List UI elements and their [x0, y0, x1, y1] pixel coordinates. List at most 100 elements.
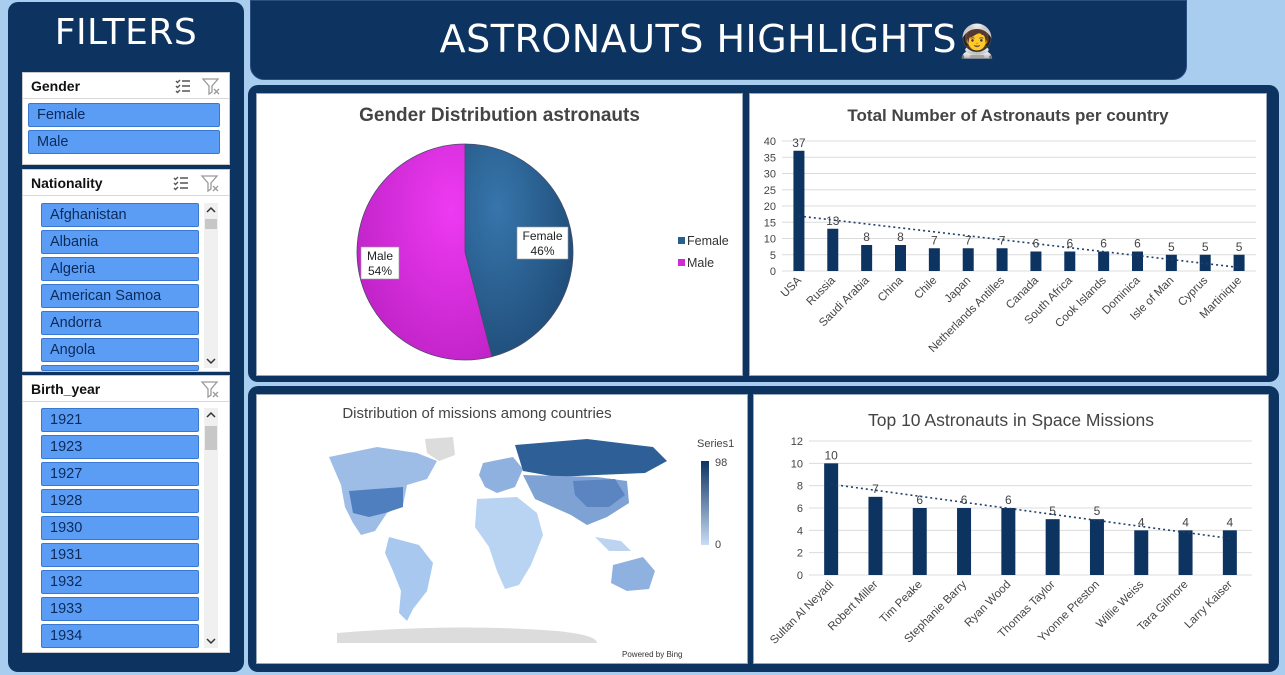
y-tick-label: 8: [797, 481, 803, 493]
chart-title: Top 10 Astronauts in Space Missions: [868, 410, 1154, 430]
x-tick-label: USA: [779, 274, 804, 299]
nationality-item[interactable]: Algeria: [41, 257, 199, 281]
scroll-up-icon[interactable]: [204, 203, 218, 217]
bar[interactable]: [912, 508, 927, 575]
missions-map-card: Distribution of missions among countries…: [256, 394, 748, 664]
data-label: 6: [1066, 237, 1073, 251]
map-legend-min: 0: [715, 539, 721, 551]
bar[interactable]: [1045, 519, 1060, 575]
bar[interactable]: [1165, 254, 1177, 271]
gender-item-male[interactable]: Male: [28, 130, 220, 154]
bar[interactable]: [1030, 251, 1042, 272]
birth-year-scrollbar[interactable]: [204, 408, 218, 648]
nationality-item[interactable]: Albania: [41, 230, 199, 254]
scroll-thumb[interactable]: [205, 426, 217, 450]
y-tick-label: 30: [764, 169, 776, 181]
pie-label-male: Male 54%: [360, 246, 400, 280]
nationality-item[interactable]: Afghanistan: [41, 203, 199, 227]
scroll-thumb[interactable]: [205, 219, 217, 229]
bar[interactable]: [1001, 508, 1016, 575]
birth-year-item[interactable]: 1934: [41, 624, 199, 648]
bar[interactable]: [1089, 519, 1104, 575]
bar[interactable]: [1064, 251, 1076, 272]
nationality-item-partial[interactable]: [41, 365, 199, 371]
data-label: 10: [824, 448, 838, 462]
data-label: 5: [1202, 240, 1209, 254]
chart-title: Total Number of Astronauts per country: [847, 106, 1169, 125]
birth-year-item[interactable]: 1931: [41, 543, 199, 567]
map-south-america: [385, 537, 433, 621]
gender-slicer: Gender Female Male: [22, 72, 230, 165]
data-label: 6: [1134, 237, 1141, 251]
birth-year-item[interactable]: 1933: [41, 597, 199, 621]
bar[interactable]: [1199, 254, 1211, 271]
clear-filter-icon[interactable]: [201, 76, 221, 96]
bar[interactable]: [1178, 530, 1193, 575]
scroll-up-icon[interactable]: [204, 408, 218, 422]
clear-filter-icon[interactable]: [200, 379, 220, 399]
bar[interactable]: [827, 228, 839, 271]
gender-item-female[interactable]: Female: [28, 103, 220, 127]
astronaut-icon: 🧑‍🚀: [956, 22, 998, 60]
birth-year-item[interactable]: 1932: [41, 570, 199, 594]
y-tick-label: 12: [791, 436, 803, 448]
page-title: ASTRONAUTS HIGHLIGHTS🧑‍🚀: [251, 17, 1186, 61]
data-label: 7: [872, 482, 879, 496]
bar[interactable]: [962, 248, 974, 271]
bar[interactable]: [1098, 251, 1110, 272]
bar[interactable]: [928, 248, 940, 271]
nationality-scrollbar[interactable]: [204, 203, 218, 368]
nationality-item[interactable]: American Samoa: [41, 284, 199, 308]
data-label: 7: [965, 233, 972, 247]
birth-year-item[interactable]: 1928: [41, 489, 199, 513]
bar[interactable]: [957, 508, 972, 575]
nationality-item[interactable]: Angola: [41, 338, 199, 362]
clear-filter-icon[interactable]: [200, 173, 220, 193]
map-china: [573, 479, 625, 507]
chart-title: Gender Distribution astronauts: [359, 105, 640, 126]
map-credit: Powered by Bing: [622, 650, 682, 659]
scroll-down-icon[interactable]: [204, 634, 218, 648]
map-legend-bar: [701, 461, 709, 545]
multi-select-icon[interactable]: [171, 173, 191, 193]
bar[interactable]: [868, 496, 883, 575]
birth-year-item[interactable]: 1930: [41, 516, 199, 540]
x-tick-label: Japan: [943, 275, 974, 306]
y-tick-label: 0: [797, 570, 803, 582]
x-tick-label: Chile: [912, 275, 939, 302]
data-label: 4: [1138, 515, 1145, 529]
bar[interactable]: [996, 248, 1008, 271]
pie-label-female-name: Female: [522, 229, 562, 243]
page-title-text: ASTRONAUTS HIGHLIGHTS: [439, 17, 957, 61]
birth-year-item[interactable]: 1923: [41, 435, 199, 459]
chart-title: Distribution of missions among countries: [342, 405, 612, 422]
pie-label-male-value: 54%: [368, 264, 392, 278]
data-label: 5: [1168, 240, 1175, 254]
pie-legend: Female Male: [678, 234, 729, 270]
bar[interactable]: [824, 463, 839, 575]
map-greenland: [425, 437, 455, 461]
bar[interactable]: [861, 245, 873, 271]
scroll-down-icon[interactable]: [204, 354, 218, 368]
birth-year-item[interactable]: 1921: [41, 408, 199, 432]
data-label: 4: [1182, 515, 1189, 529]
y-tick-label: 6: [797, 503, 803, 515]
birth-year-item[interactable]: 1927: [41, 462, 199, 486]
x-tick-label: Tim Peake: [878, 579, 925, 626]
data-label: 5: [1049, 504, 1056, 518]
bar[interactable]: [1222, 530, 1237, 575]
bar[interactable]: [1132, 251, 1143, 272]
y-tick-label: 35: [764, 152, 776, 164]
nationality-item[interactable]: Andorra: [41, 311, 199, 335]
bar[interactable]: [793, 150, 805, 271]
pie-slice-male[interactable]: [356, 143, 493, 361]
slicer-title: Gender: [31, 78, 81, 94]
multi-select-icon[interactable]: [173, 76, 193, 96]
map-legend-max: 98: [715, 457, 727, 469]
x-tick-label: Russia: [805, 274, 839, 308]
bar[interactable]: [1134, 530, 1149, 575]
data-label: 5: [1236, 240, 1243, 254]
bar[interactable]: [895, 245, 906, 271]
bar[interactable]: [1233, 254, 1245, 271]
